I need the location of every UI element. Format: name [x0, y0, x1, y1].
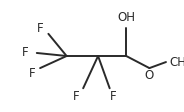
Text: F: F: [37, 22, 43, 35]
Text: O: O: [145, 69, 154, 82]
Text: F: F: [110, 90, 116, 103]
Text: F: F: [22, 46, 29, 59]
Text: F: F: [29, 67, 35, 80]
Text: OH: OH: [117, 11, 135, 24]
Text: CH₃: CH₃: [169, 56, 184, 69]
Text: F: F: [73, 90, 80, 103]
